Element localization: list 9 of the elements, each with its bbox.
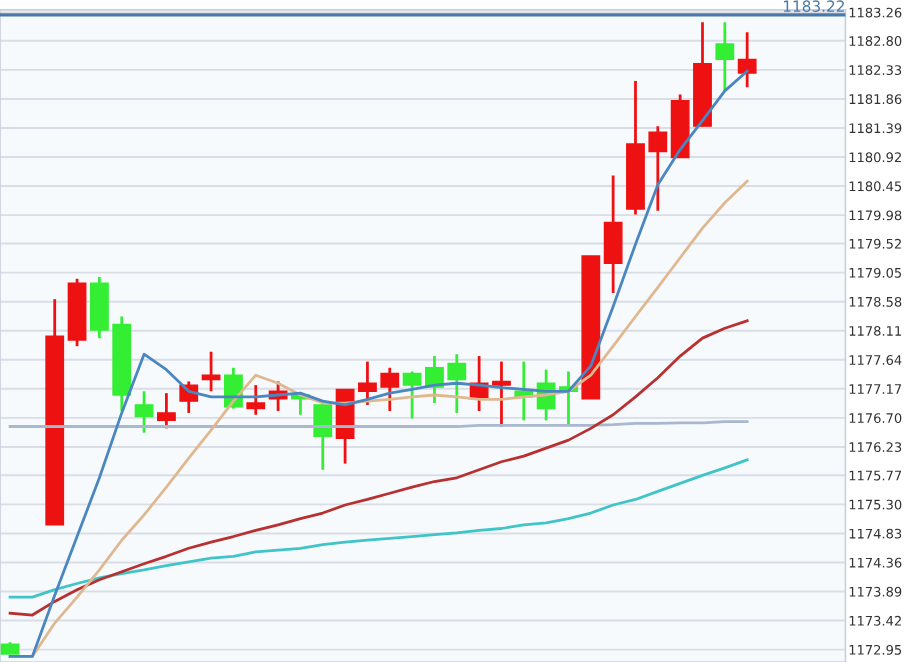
line-series — [8, 458, 749, 599]
candlestick — [737, 30, 757, 89]
candlestick — [246, 383, 266, 417]
line-series — [8, 319, 749, 617]
candlestick — [134, 389, 154, 435]
candlestick — [157, 391, 176, 430]
candlestick — [313, 401, 333, 472]
candlestick — [603, 174, 623, 295]
candlestick — [715, 20, 735, 93]
